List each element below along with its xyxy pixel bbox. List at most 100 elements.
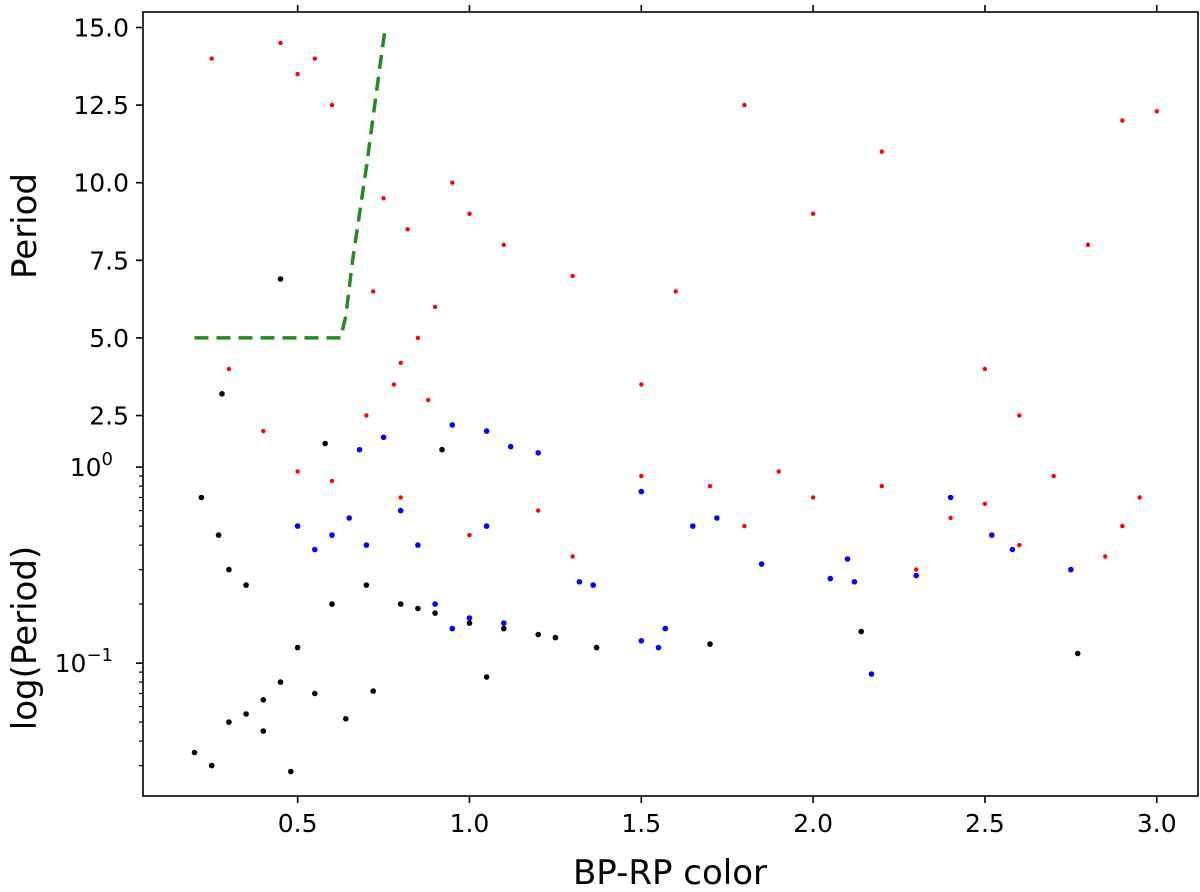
bottom-data-point [466,620,473,626]
bottom-data-point [295,469,300,474]
bottom-data-point [858,628,864,635]
bottom-data-point [576,579,583,585]
top-data-point [295,71,300,77]
top-data-point [219,391,225,397]
bottom-data-point [638,638,645,644]
bottom-data-point [226,719,232,725]
bottom-data-point [535,631,541,638]
bottom-data-point [714,515,720,521]
bottom-data-point [483,674,490,680]
bottom-data-point [947,494,954,501]
bottom-data-point [690,523,696,529]
bottom-data-point [243,711,249,717]
top-data-point [391,382,397,387]
top-data-point [450,180,455,185]
top-y-tick-label: 7.5 [89,246,129,275]
top-data-point [982,366,988,372]
top-data-point [364,413,369,418]
top-data-point [261,428,266,434]
top-data-point [507,443,514,450]
bottom-data-point [363,542,370,548]
bottom-data-point [982,501,988,506]
top-data-point [467,211,472,216]
top-data-point [432,304,438,310]
top-y-axis-title: Period [5,173,45,279]
top-data-point [449,422,456,428]
bottom-data-point [432,601,438,607]
x-tick-label: 1.0 [450,809,490,838]
bottom-data-point [260,697,267,703]
bottom-data-point [879,483,884,489]
bottom-data-point [662,625,669,632]
bottom-data-point [415,605,421,612]
bottom-data-point [501,625,507,632]
ticks-layer: 0.5 1.0 1.5 2.0 2.5 3.0 2.5 5.0 7.5 10.0 12.5 15.0 1… [55,5,1177,838]
top-data-point [673,289,678,294]
top-data-point [810,211,816,216]
points-layer [191,40,1160,775]
top-data-point [356,446,363,453]
bottom-data-point [363,582,370,588]
bottom-data-point [260,728,267,734]
top-data-point [426,397,431,403]
bottom-data-point [294,644,301,651]
bottom-data-point [370,688,377,694]
bottom-data-point [449,625,456,632]
bottom-data-point [312,546,318,553]
bottom-data-point [868,671,875,677]
bottom-data-point [288,768,294,775]
bottom-data-point [810,495,816,500]
bottom-data-point [343,716,349,722]
bottom-data-point [989,532,995,538]
plot-frame [142,11,1199,797]
top-data-point [329,102,335,108]
bottom-data-point [707,641,713,647]
top-data-point [483,428,490,434]
top-data-point [312,56,317,61]
bottom-data-point [570,554,575,559]
bottom-data-point [208,762,215,769]
top-y-tick-label: 5.0 [89,324,129,353]
bottom-data-point [215,532,222,538]
top-data-point [1085,242,1091,247]
bottom-data-point [466,615,473,621]
bottom-data-point [655,644,662,651]
bottom-data-point [1017,542,1022,548]
top-data-point [226,366,232,372]
bottom-data-point [1103,554,1108,559]
bottom-data-point [593,644,600,651]
top-data-point [439,446,445,453]
x-tick-label: 3.0 [1137,809,1177,838]
bottom-y-tick-label: 10−1 [55,645,113,678]
bottom-data-point [758,561,765,567]
bottom-data-point [827,575,834,582]
top-data-point [1154,109,1160,114]
bottom-data-point [432,610,438,616]
bottom-data-point [707,483,713,489]
bottom-data-point [638,488,645,495]
bottom-data-point [277,679,284,685]
top-y-tick-label: 15.0 [73,14,129,43]
boundary-layer [194,27,388,340]
bottom-data-point [536,508,541,513]
bottom-data-point [346,515,353,521]
top-data-point [322,440,328,447]
bottom-data-point [329,601,335,607]
boundary-dashed-line [194,27,388,340]
top-y-tick-label: 2.5 [89,402,129,431]
x-tick-label: 2.0 [793,809,833,838]
bottom-data-point [948,515,953,521]
top-data-point [639,382,644,387]
top-y-tick-label: 12.5 [73,91,129,120]
bottom-data-point [742,523,747,529]
top-data-point [879,149,884,154]
bottom-data-point [1074,650,1081,657]
bottom-data-point [467,532,472,538]
bottom-data-point [294,523,301,529]
bottom-data-point [776,469,781,474]
top-data-point [742,102,747,108]
bottom-data-point [483,523,490,529]
